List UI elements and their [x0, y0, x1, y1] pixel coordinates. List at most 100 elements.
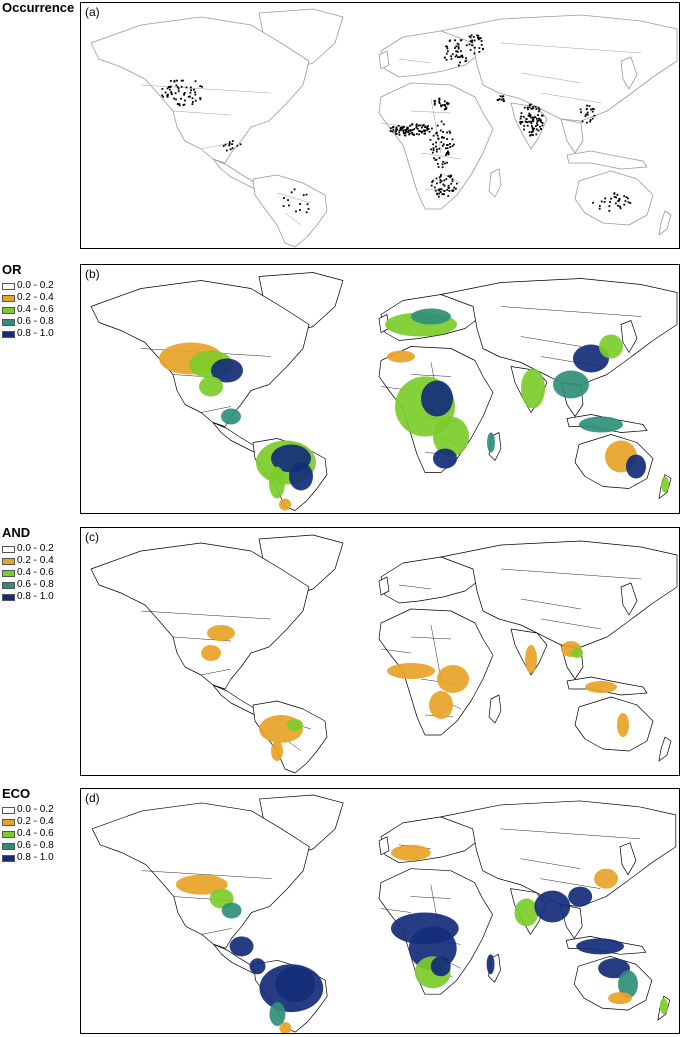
occurrence-point — [442, 131, 444, 133]
suitability-region — [211, 358, 243, 383]
legend-swatch — [2, 830, 15, 838]
occurrence-point — [613, 196, 616, 198]
landmass-madagascar — [488, 168, 502, 198]
occurrence-point — [623, 195, 626, 197]
occurrence-point — [627, 197, 629, 200]
occurrence-point — [540, 128, 542, 130]
landmass-nz — [658, 210, 672, 236]
occurrence-point — [523, 106, 526, 109]
basemap — [90, 272, 678, 511]
suitability-region — [289, 462, 313, 491]
occurrence-point — [538, 119, 540, 122]
occurrence-point — [449, 131, 452, 134]
occurrence-point — [180, 79, 183, 82]
occurrence-point — [471, 41, 473, 44]
occurrence-point — [455, 187, 457, 190]
occurrence-point — [176, 103, 179, 105]
occurrence-point — [405, 127, 408, 130]
occurrence-point — [464, 60, 467, 63]
occurrence-point — [418, 130, 420, 132]
occurrence-point — [426, 127, 429, 130]
occurrence-point — [436, 131, 438, 134]
occurrence-point — [431, 181, 433, 183]
panel-label-a: (a) — [85, 5, 100, 19]
occurrence-point — [450, 58, 453, 60]
occurrence-point — [629, 202, 632, 204]
occurrence-point — [541, 122, 544, 124]
occurrence-point — [183, 103, 186, 106]
legend-item: 0.4 - 0.6 — [2, 567, 54, 579]
occurrence-point — [530, 131, 533, 134]
occurrence-point — [592, 201, 594, 204]
suitability-region — [207, 625, 235, 641]
occurrence-point — [618, 198, 621, 200]
occurrence-point — [446, 144, 448, 146]
occurrence-point — [457, 47, 460, 50]
landmass-nz — [658, 736, 672, 762]
landmass-japan — [619, 842, 637, 876]
occurrence-point — [441, 193, 444, 196]
occurrence-point — [426, 129, 429, 131]
occurrence-point — [189, 91, 192, 94]
occurrence-point — [411, 133, 414, 136]
occurrence-point — [522, 115, 525, 118]
legend-swatch — [2, 318, 15, 326]
legend-item: 0.2 - 0.4 — [2, 555, 54, 567]
map-frame-a: (a) — [80, 2, 680, 249]
occurrence-point — [446, 161, 448, 164]
occurrence-point — [457, 46, 460, 48]
occurrence-point — [194, 93, 197, 96]
occurrence-point — [455, 50, 458, 53]
landmass-seAsia — [560, 118, 584, 154]
landmass-northAmerica — [90, 542, 310, 690]
occurrence-point — [472, 36, 475, 38]
occurrence-point — [476, 36, 479, 39]
occurrence-point — [531, 116, 534, 119]
occurrence-point — [498, 98, 501, 100]
suitability-region — [661, 476, 669, 493]
occurrence-point — [530, 133, 533, 136]
occurrence-point — [533, 116, 535, 119]
occurrence-point — [532, 118, 535, 121]
occurrence-point — [396, 128, 399, 131]
occurrence-point — [608, 205, 611, 208]
suitability-region — [534, 890, 571, 923]
suitability-region — [279, 1022, 292, 1033]
occurrence-point — [290, 191, 293, 194]
legend-swatch — [2, 581, 15, 589]
border-line — [500, 306, 642, 317]
occurrence-point — [623, 203, 626, 206]
occurrence-point — [182, 104, 185, 106]
border-line — [520, 858, 581, 869]
occurrence-point — [166, 87, 169, 90]
legend-swatch — [2, 330, 15, 338]
occurrence-point — [402, 129, 405, 132]
legend-label: 0.2 - 0.4 — [17, 816, 54, 827]
panel-title-and: AND — [2, 525, 31, 540]
occurrence-point — [282, 205, 285, 207]
occurrence-point — [437, 195, 440, 198]
occurrence-point — [443, 179, 446, 182]
legend-swatch — [2, 306, 15, 314]
occurrence-point — [533, 127, 536, 130]
legend-item: 0.4 - 0.6 — [2, 828, 54, 840]
occurrence-point — [409, 129, 412, 131]
occurrence-point — [538, 118, 541, 121]
occurrence-point — [450, 175, 453, 177]
border-line — [380, 122, 412, 128]
panel-title-eco: ECO — [2, 786, 31, 801]
occurrence-point — [604, 197, 607, 200]
landmass-japan — [620, 582, 638, 616]
occurrence-point — [442, 183, 445, 186]
panel-label-c: (c) — [85, 530, 99, 544]
suitability-region — [626, 454, 646, 479]
occurrence-point — [171, 93, 173, 96]
legend-item: 0.2 - 0.4 — [2, 816, 54, 828]
occurrence-point — [531, 126, 534, 129]
border-line — [200, 668, 232, 676]
occurrence-point — [447, 184, 450, 187]
occurrence-point — [175, 98, 177, 101]
occurrence-point — [480, 43, 483, 46]
occurrence-point — [619, 207, 622, 210]
suitability-region — [576, 938, 625, 955]
